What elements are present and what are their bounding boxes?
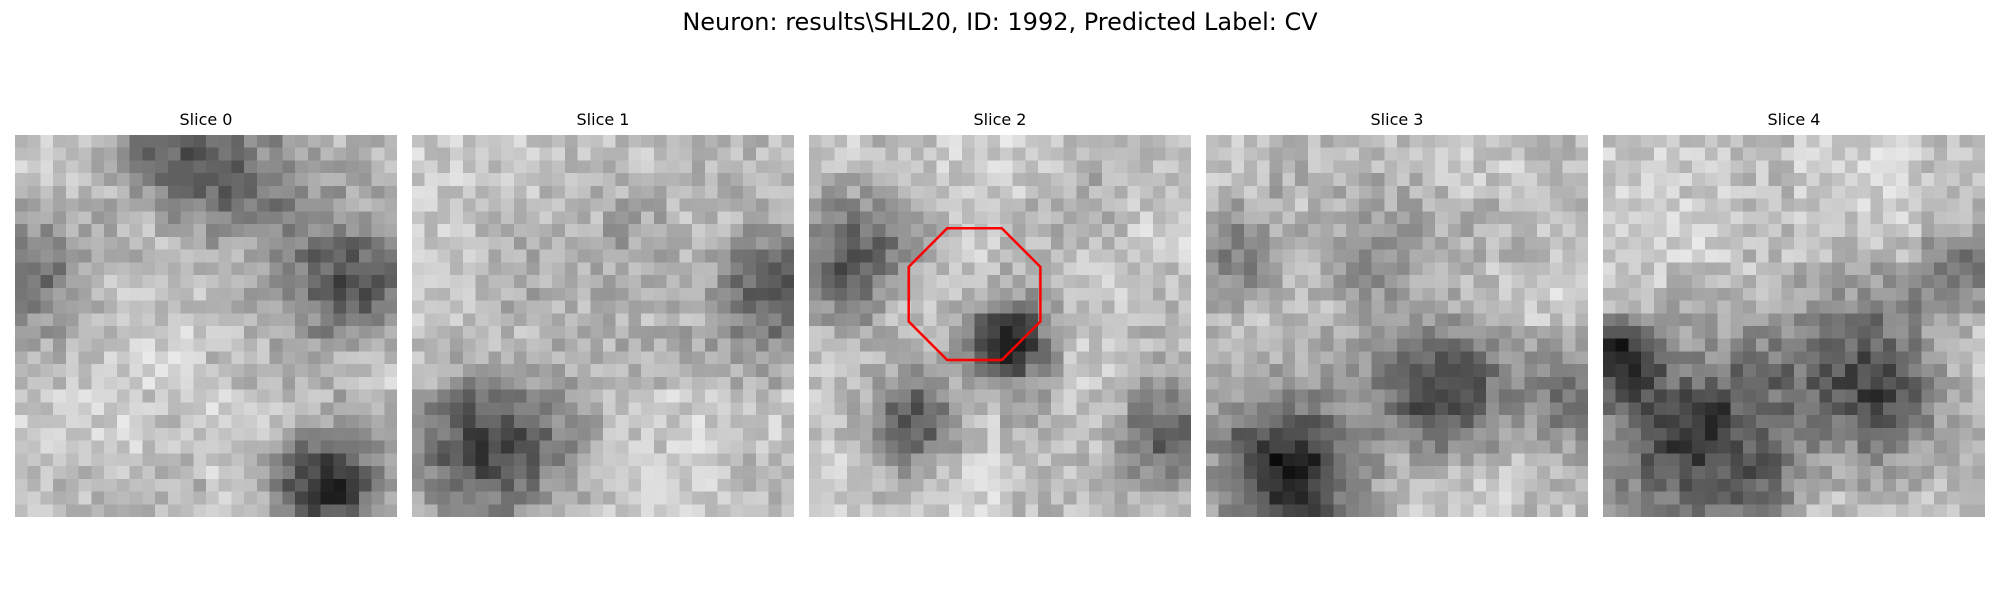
image-slice-4 bbox=[1603, 135, 1985, 517]
panel-title-slice-0: Slice 0 bbox=[179, 110, 233, 129]
panel-title-slice-3: Slice 3 bbox=[1370, 110, 1424, 129]
panel-slice-0: Slice 0 bbox=[15, 109, 397, 517]
roi-octagon bbox=[907, 227, 1042, 362]
panel-title-slice-2: Slice 2 bbox=[973, 110, 1027, 129]
figure-title: Neuron: results\SHL20, ID: 1992, Predict… bbox=[682, 8, 1318, 36]
roi-octagon-overlay bbox=[907, 227, 1042, 362]
image-slice-2 bbox=[809, 135, 1191, 517]
panel-slice-4: Slice 4 bbox=[1603, 109, 1985, 517]
panel-slice-3: Slice 3 bbox=[1206, 109, 1588, 517]
panel-slice-2: Slice 2 bbox=[809, 109, 1191, 517]
panel-title-slice-1: Slice 1 bbox=[576, 110, 630, 129]
image-slice-1 bbox=[412, 135, 794, 517]
panel-title-slice-4: Slice 4 bbox=[1767, 110, 1821, 129]
image-slice-3 bbox=[1206, 135, 1588, 517]
image-slice-0 bbox=[15, 135, 397, 517]
panel-slice-1: Slice 1 bbox=[412, 109, 794, 517]
